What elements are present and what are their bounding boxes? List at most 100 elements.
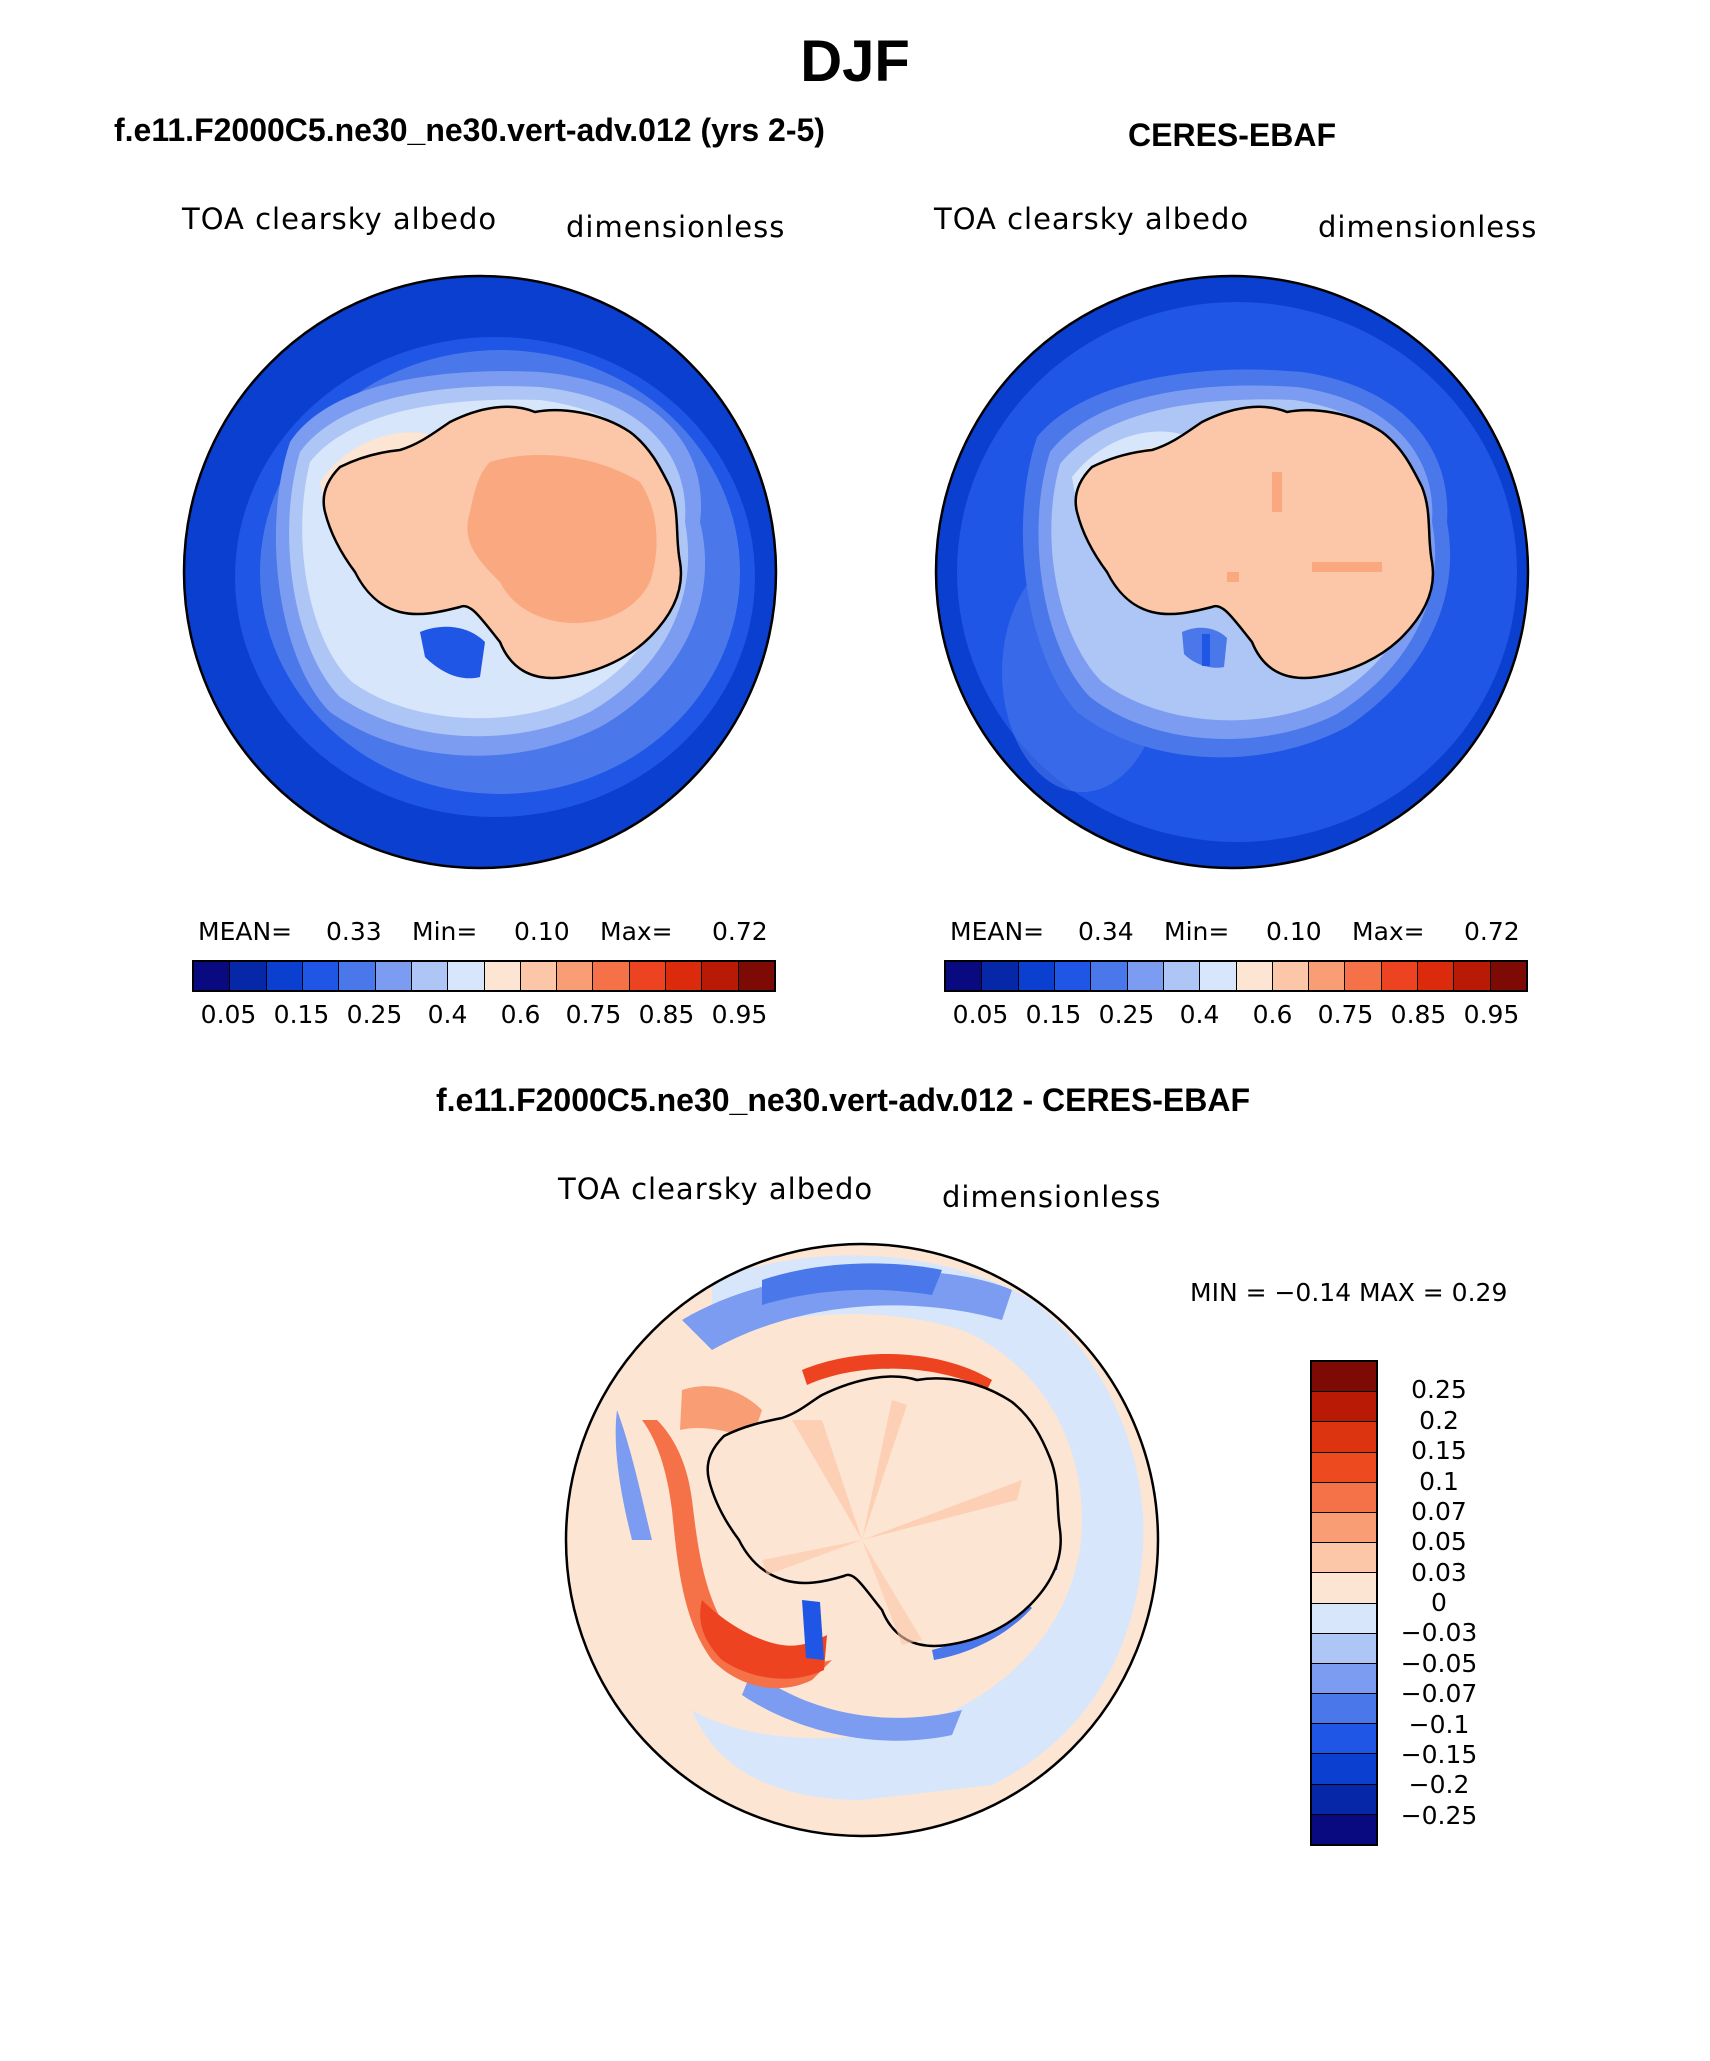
obs-colorbar-tick-label: 0.85 [1390,1000,1447,1029]
model-variable-label: TOA clearsky albedo [182,202,498,236]
diff-colorbar-tick-label: 0.03 [1411,1557,1467,1587]
obs-colorbar [944,960,1528,992]
model-colorbar-cell [484,962,521,990]
model-colorbar-tick-label: 0.4 [427,1000,468,1029]
model-colorbar-cell [520,962,558,990]
obs-polar-map [934,274,1530,870]
obs-colorbar-cell [1272,962,1310,990]
obs-colorbar-cell [1018,962,1055,990]
diff-colorbar-tick-label: −0.03 [1400,1618,1478,1648]
model-colorbar-cell [666,962,703,990]
model-colorbar-cell [375,962,412,990]
diff-colorbar-cell [1312,1694,1376,1725]
obs-colorbar-ticks: 0.05 0.15 0.25 0.4 0.6 0.75 0.85 0.95 [944,1000,1528,1030]
obs-min-value: 0.10 [1266,917,1322,946]
diff-colorbar [1310,1360,1378,1846]
model-colorbar-cell [266,962,303,990]
model-colorbar-tick-label: 0.05 [200,1000,257,1029]
diff-colorbar-tick-label: 0.07 [1411,1496,1467,1526]
model-colorbar-cell [557,962,594,990]
obs-colorbar-cell [1163,962,1201,990]
diff-colorbar-cell [1312,1754,1376,1785]
diff-colorbar-cell [1312,1814,1376,1844]
diff-colorbar-cell [1312,1784,1376,1815]
obs-mean-label: MEAN= [950,917,1045,946]
diff-colorbar-cell [1312,1422,1376,1453]
obs-colorbar-tick-label: 0.05 [952,1000,1009,1029]
obs-colorbar-cell [1054,962,1092,990]
diff-colorbar-cell [1312,1512,1376,1544]
obs-colorbar-tick-label: 0.4 [1179,1000,1220,1029]
obs-colorbar-cell [1418,962,1455,990]
obs-mean-value: 0.34 [1078,917,1134,946]
diff-panel-title: f.e11.F2000C5.ne30_ne30.vert-adv.012 - C… [436,1082,1251,1118]
model-mean-label: MEAN= [198,917,293,946]
model-colorbar-cell [593,962,630,990]
model-colorbar-tick-label: 0.95 [711,1000,768,1029]
diff-colorbar-cell [1312,1633,1376,1664]
diff-range-text: MIN = −0.14 MAX = 0.29 [1190,1278,1508,1307]
diff-colorbar-cell [1312,1573,1376,1604]
diff-colorbar-tick-label: −0.07 [1400,1679,1478,1709]
model-max-label: Max= [600,917,673,946]
obs-antarctica-outline [1074,405,1435,680]
obs-colorbar-tick-label: 0.15 [1025,1000,1082,1029]
model-high-albedo-plateau [467,454,657,623]
model-max-value: 0.72 [712,917,768,946]
model-polar-map [182,274,778,870]
season-title: DJF [800,29,910,94]
model-colorbar-tick-label: 0.75 [565,1000,622,1029]
diff-colorbar-tick-label: −0.25 [1400,1800,1478,1830]
model-min-label: Min= [412,917,478,946]
diff-colorbar-tick-label: −0.2 [1408,1770,1470,1800]
model-colorbar-tick-label: 0.6 [500,1000,541,1029]
diff-colorbar-tick-label: −0.1 [1408,1709,1470,1739]
diff-colorbar-cell [1312,1724,1376,1755]
diff-colorbar-cell [1312,1663,1376,1695]
obs-colorbar-cell [1309,962,1346,990]
obs-colorbar-cell [1381,962,1419,990]
diff-units-label: dimensionless [942,1180,1162,1214]
obs-colorbar-cell [1236,962,1273,990]
diff-colorbar-tick-label: 0.15 [1411,1436,1467,1466]
obs-max-label: Max= [1352,917,1425,946]
model-colorbar-cell [629,962,667,990]
obs-min-label: Min= [1164,917,1230,946]
model-colorbar-cell [411,962,449,990]
obs-units-label: dimensionless [1318,210,1538,244]
diff-colorbar-tick-label: −0.15 [1400,1739,1478,1769]
diff-colorbar-cell [1312,1452,1376,1483]
model-colorbar-tick-label: 0.15 [273,1000,330,1029]
diff-colorbar-cell [1312,1392,1376,1423]
diff-colorbar-tick-label: 0.25 [1411,1375,1467,1405]
model-mean-value: 0.33 [326,917,382,946]
diff-variable-label: TOA clearsky albedo [558,1172,874,1206]
obs-max-value: 0.72 [1464,917,1520,946]
obs-variable-label: TOA clearsky albedo [934,202,1250,236]
model-min-value: 0.10 [514,917,570,946]
model-colorbar-cell [738,962,774,990]
model-units-label: dimensionless [566,210,786,244]
model-colorbar-tick-label: 0.85 [638,1000,695,1029]
diff-colorbar-cell [1312,1603,1376,1634]
obs-colorbar-tick-label: 0.6 [1252,1000,1293,1029]
model-colorbar-ticks: 0.05 0.15 0.25 0.4 0.6 0.75 0.85 0.95 [192,1000,776,1030]
diff-colorbar-tick-label: −0.05 [1400,1648,1478,1678]
model-colorbar-tick-label: 0.25 [346,1000,403,1029]
model-colorbar-cell [702,962,739,990]
obs-colorbar-cell [1490,962,1526,990]
obs-colorbar-tick-label: 0.75 [1317,1000,1374,1029]
model-colorbar-cell [230,962,267,990]
model-panel-title: f.e11.F2000C5.ne30_ne30.vert-adv.012 (yr… [114,112,825,148]
obs-colorbar-tick-label: 0.25 [1098,1000,1155,1029]
obs-colorbar-cell [1127,962,1164,990]
obs-colorbar-cell [1454,962,1491,990]
obs-colorbar-cell [982,962,1019,990]
model-colorbar [192,960,776,992]
diff-colorbar-tick-label: 0 [1431,1588,1447,1617]
diff-colorbar-tick-label: 0.2 [1419,1405,1459,1435]
obs-colorbar-cell [1200,962,1237,990]
diff-colorbar-cell [1312,1482,1376,1513]
obs-colorbar-cell [1091,962,1128,990]
diff-polar-map [564,1242,1160,1838]
